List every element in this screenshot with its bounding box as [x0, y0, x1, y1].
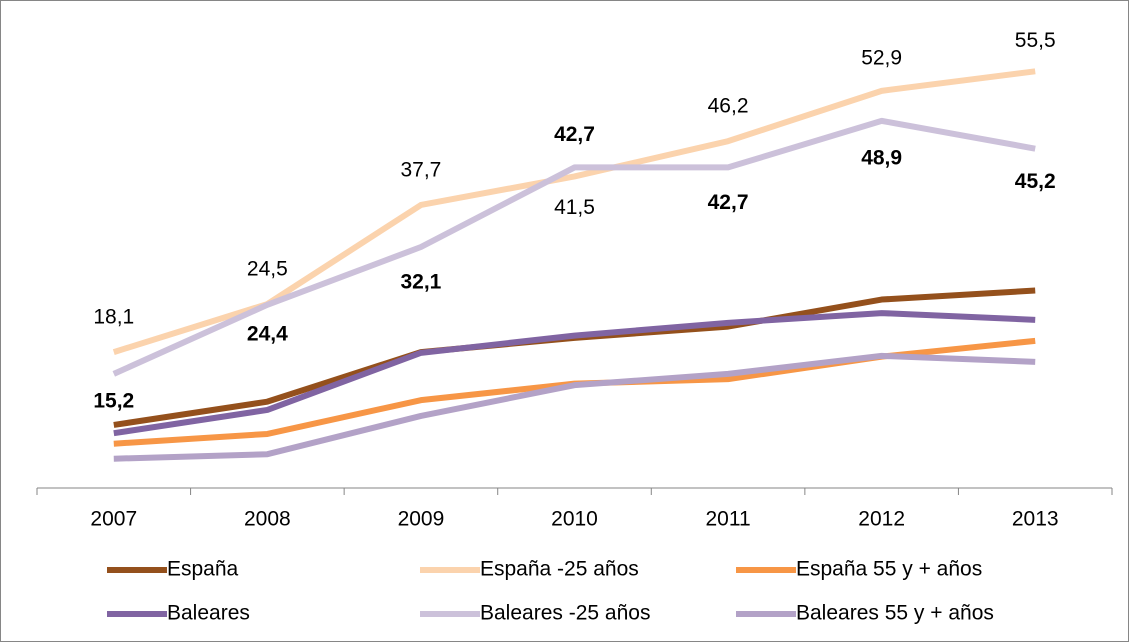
series-line — [112, 117, 1036, 377]
data-label: 18,1 — [93, 306, 134, 329]
x-tick-label: 2009 — [398, 508, 445, 531]
data-label: 46,2 — [708, 95, 749, 118]
series-line — [113, 352, 1036, 462]
data-label: 37,7 — [400, 159, 441, 182]
x-tick-label: 2008 — [244, 508, 291, 531]
data-label: 42,7 — [554, 123, 595, 146]
data-label: 41,5 — [554, 196, 595, 219]
x-tick-label: 2012 — [858, 508, 905, 531]
legend-label: España 55 y + años — [796, 558, 982, 581]
x-tick-label: 2007 — [90, 508, 137, 531]
data-label: 52,9 — [861, 46, 902, 69]
data-label: 45,2 — [1015, 170, 1056, 193]
data-label: 24,4 — [247, 322, 288, 345]
x-tick-label: 2011 — [705, 508, 750, 531]
series-line — [113, 310, 1036, 437]
legend-label: España -25 años — [480, 558, 639, 581]
x-tick-label: 2013 — [1012, 508, 1059, 531]
data-label: 42,7 — [708, 191, 749, 214]
legend-label: España — [167, 558, 239, 581]
data-label: 15,2 — [93, 389, 134, 412]
data-label: 55,5 — [1015, 29, 1056, 52]
legend-label: Baleares 55 y + años — [796, 602, 994, 625]
legend-label: Baleares -25 años — [480, 602, 650, 625]
data-label: 32,1 — [400, 271, 441, 294]
legend-label: Baleares — [167, 602, 250, 625]
data-label: 48,9 — [861, 146, 902, 169]
x-tick-label: 2010 — [551, 508, 598, 531]
data-label: 24,5 — [247, 258, 288, 281]
